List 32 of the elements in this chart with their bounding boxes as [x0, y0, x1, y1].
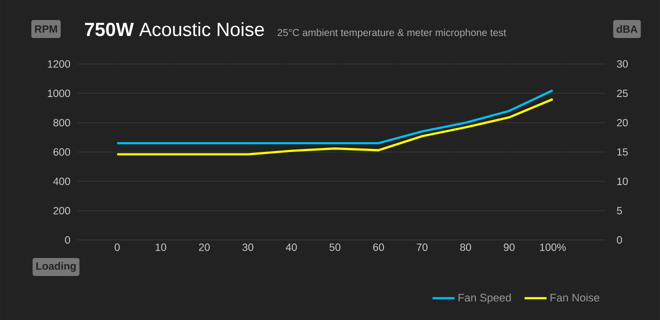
x-tick-label: 70 — [416, 244, 428, 251]
legend-label: Fan Speed — [458, 293, 511, 304]
y2-tick-label: 0 — [616, 236, 622, 244]
y2-tick-label: 20 — [617, 118, 628, 126]
y2-tick-label: 5 — [616, 207, 622, 214]
y2-axis-title: dBA — [616, 25, 638, 33]
y-tick-label: 1200 — [48, 60, 70, 68]
y2-tick-label: 15 — [617, 148, 628, 156]
y-axis-title: RPM — [35, 25, 57, 33]
chart-title: 750W Acoustic Noise — [85, 22, 264, 36]
y-tick-label: 200 — [53, 206, 70, 214]
x-tick-label: 50 — [330, 244, 340, 251]
y-tick-label: 800 — [53, 118, 70, 126]
x-axis-title: Loading — [36, 262, 76, 272]
y-tick-label: 1000 — [48, 90, 70, 98]
x-tick-label: 10 — [156, 244, 166, 251]
x-tick-label: 30 — [242, 244, 254, 251]
x-tick-label: 100% — [540, 244, 566, 251]
y-tick-label: 400 — [53, 178, 70, 186]
y-tick-label: 600 — [53, 148, 70, 156]
x-tick-label: 40 — [286, 244, 297, 251]
legend-label: Fan Noise — [550, 293, 600, 302]
x-tick-label: 80 — [460, 244, 472, 251]
y2-tick-label: 10 — [617, 178, 628, 186]
y2-tick-label: 25 — [617, 90, 628, 98]
chart-subtitle: 25°C ambient temperature & meter microphone test — [278, 28, 506, 38]
y2-tick-label: 30 — [616, 60, 628, 68]
x-tick-label: 60 — [373, 244, 384, 251]
y-tick-label: 0 — [65, 236, 70, 244]
x-tick-label: 0 — [114, 244, 120, 251]
x-tick-label: 90 — [504, 244, 515, 251]
x-tick-label: 20 — [199, 244, 210, 251]
